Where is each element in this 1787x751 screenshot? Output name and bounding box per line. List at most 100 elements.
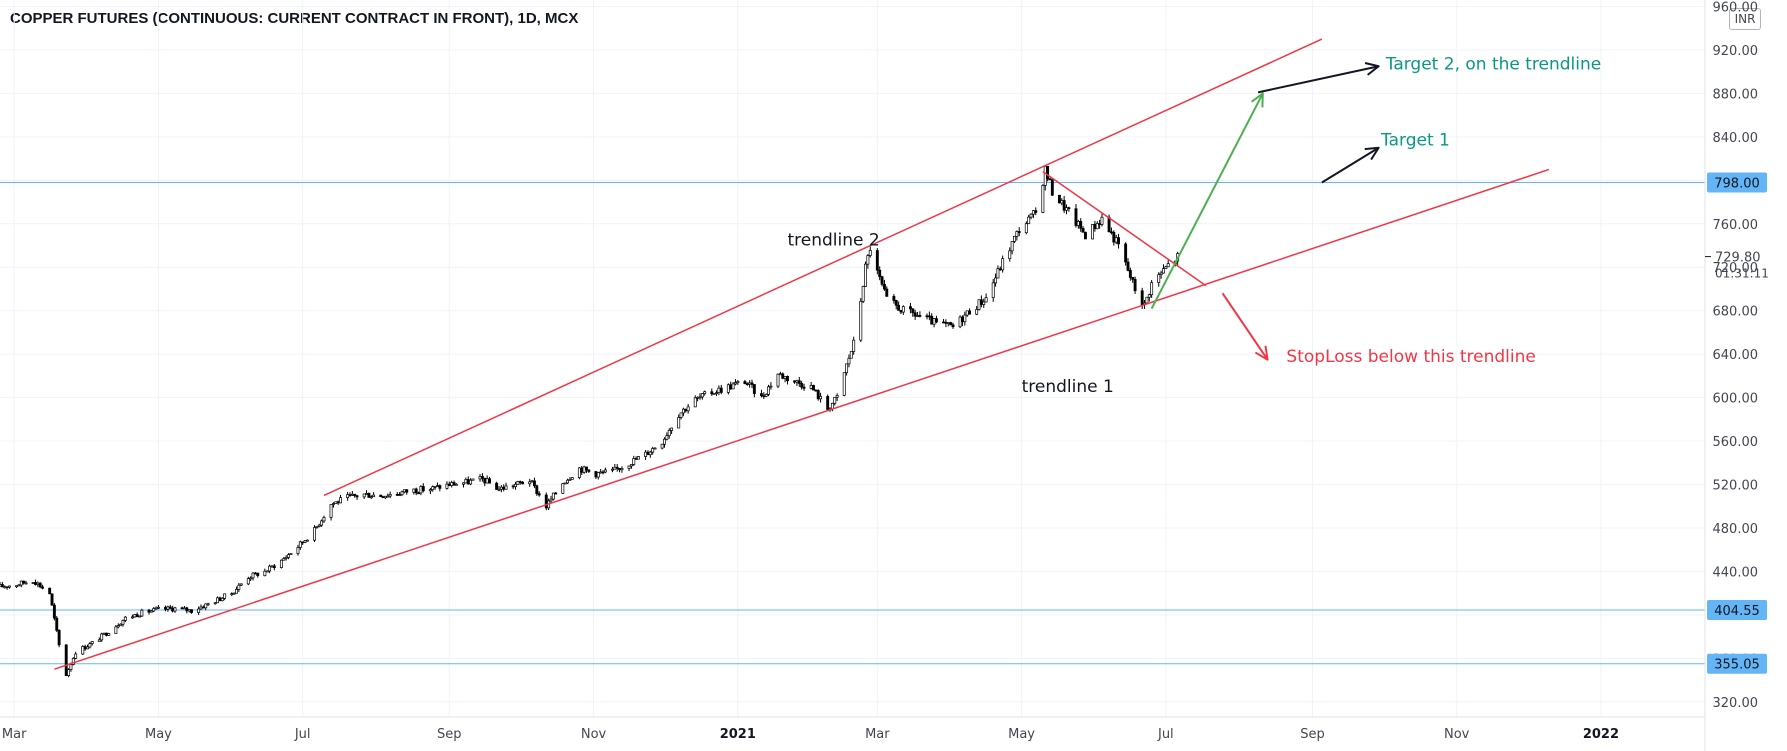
annotation-text[interactable]: Target 2, on the trendline bbox=[1385, 55, 1602, 75]
candle-down bbox=[892, 294, 896, 304]
candle-up bbox=[346, 491, 350, 501]
candle-body bbox=[1100, 216, 1104, 225]
candle-up bbox=[350, 490, 354, 496]
candle-up bbox=[204, 603, 208, 611]
time-axis[interactable]: Mar May Jul Sep Nov 2021 Mar May Jul Sep Nov 2022 bbox=[0, 716, 1705, 742]
candle-up bbox=[504, 482, 508, 490]
candle-up bbox=[450, 480, 454, 488]
annotation-text[interactable]: trendline 2 bbox=[787, 231, 879, 251]
candle-body bbox=[800, 383, 804, 388]
candle-body bbox=[50, 593, 54, 606]
candle-up bbox=[284, 555, 288, 561]
candle-body bbox=[3, 586, 7, 589]
candle-down bbox=[532, 477, 536, 489]
candle-body bbox=[265, 570, 269, 573]
currency-badge[interactable]: INR bbox=[1729, 8, 1761, 30]
annotation-text[interactable]: Target 1 bbox=[1380, 131, 1450, 151]
candle-down bbox=[942, 318, 945, 324]
candle-down bbox=[168, 604, 172, 610]
candle-body bbox=[34, 582, 37, 585]
candle-down bbox=[793, 380, 797, 384]
candle-body bbox=[663, 438, 666, 445]
candle-down bbox=[925, 313, 929, 320]
candle-up bbox=[916, 311, 919, 318]
candle-down bbox=[752, 384, 756, 398]
candle-body bbox=[1124, 243, 1128, 263]
candle-body bbox=[348, 494, 352, 496]
candle-up bbox=[769, 382, 773, 390]
candle-up bbox=[74, 651, 78, 660]
candle-body bbox=[833, 396, 837, 404]
candle-down bbox=[1083, 231, 1087, 240]
candle-body bbox=[1098, 223, 1102, 225]
candle-body bbox=[700, 393, 704, 398]
candle-down bbox=[949, 321, 953, 326]
candle-body bbox=[104, 632, 108, 636]
candle-body bbox=[648, 451, 652, 456]
candle-body bbox=[603, 469, 607, 473]
candle-down bbox=[52, 603, 56, 621]
candle-body bbox=[421, 486, 425, 492]
candle-body bbox=[499, 486, 503, 490]
candle-down bbox=[1117, 234, 1120, 249]
arrow bbox=[1321, 146, 1380, 184]
candle-body bbox=[847, 357, 851, 365]
candle-body bbox=[783, 376, 787, 379]
candle-body bbox=[885, 288, 889, 297]
candle-up bbox=[679, 412, 683, 420]
candle-up bbox=[462, 482, 465, 488]
candle-up bbox=[932, 318, 936, 328]
candle-body bbox=[246, 578, 250, 585]
candle-body bbox=[55, 617, 59, 631]
candle-down bbox=[48, 587, 52, 595]
candle-body bbox=[353, 493, 357, 497]
candle-body bbox=[1046, 166, 1050, 180]
annotation-text[interactable]: StopLoss below this trendline bbox=[1286, 347, 1535, 367]
candle-down bbox=[398, 492, 402, 496]
candle-body bbox=[849, 351, 853, 359]
trendline-drawings[interactable] bbox=[54, 38, 1550, 670]
candle-body bbox=[681, 408, 685, 414]
candle-body bbox=[991, 282, 995, 298]
candle-body bbox=[1041, 185, 1045, 213]
candle-up bbox=[866, 254, 870, 269]
candle-up bbox=[551, 492, 555, 501]
candle-down bbox=[544, 492, 548, 511]
candle-up bbox=[428, 487, 432, 495]
candle-down bbox=[875, 248, 879, 275]
text-annotations[interactable]: trendline 2 trendline 1 Target 2, on the t… bbox=[787, 55, 1601, 398]
candle-up bbox=[958, 315, 962, 329]
annotation-text[interactable]: trendline 1 bbox=[1022, 377, 1114, 397]
candle-body bbox=[1031, 210, 1035, 215]
candle-down bbox=[979, 295, 983, 308]
price-tick-label: 720.00 bbox=[1713, 261, 1759, 276]
candle-body bbox=[1150, 282, 1154, 296]
candle-body bbox=[495, 482, 499, 490]
candle-down bbox=[38, 582, 42, 589]
candle-body bbox=[745, 383, 749, 386]
candle-body bbox=[317, 524, 321, 527]
candle-up bbox=[570, 477, 574, 480]
candle-body bbox=[899, 310, 903, 313]
candle-body bbox=[778, 373, 782, 376]
grid-lines bbox=[0, 0, 1705, 717]
candle-down bbox=[190, 609, 193, 614]
candle-up bbox=[230, 592, 234, 597]
candle-up bbox=[1010, 241, 1014, 255]
candle-down bbox=[57, 629, 61, 648]
candle-up bbox=[454, 483, 458, 486]
candle-body bbox=[544, 494, 548, 509]
candle-up bbox=[681, 407, 685, 417]
candle-down bbox=[684, 408, 688, 413]
candle-up bbox=[1159, 270, 1163, 279]
candle-down bbox=[0, 581, 4, 588]
price-axis[interactable]: 320.00360.00400.00440.00480.00520.00560.… bbox=[1704, 0, 1769, 751]
candle-down bbox=[171, 605, 175, 613]
candle-down bbox=[218, 596, 222, 602]
candle-body bbox=[336, 501, 340, 504]
candle-up bbox=[1015, 230, 1019, 241]
candle-body bbox=[251, 572, 255, 579]
arrow-drawings[interactable] bbox=[1150, 62, 1380, 361]
candle-body bbox=[667, 430, 671, 437]
